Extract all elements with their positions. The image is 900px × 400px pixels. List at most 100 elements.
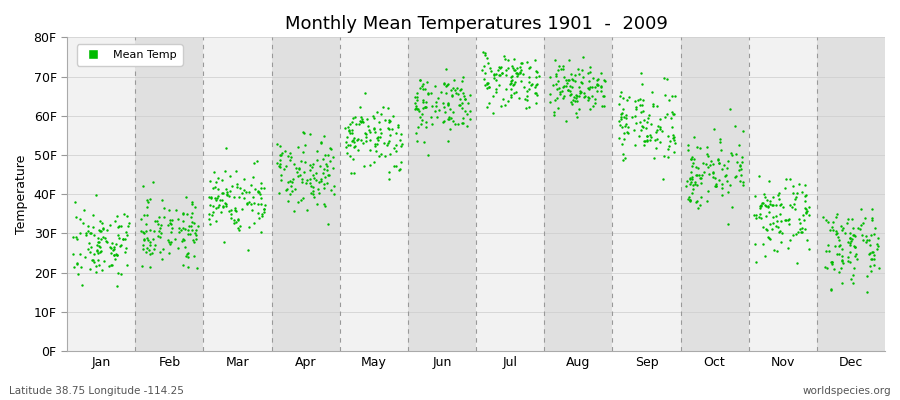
Point [701,188,716,195]
Y-axis label: Temperature: Temperature [15,154,28,234]
Point [418,118,433,125]
Point [89,247,104,254]
Point [629,106,643,112]
Point [636,138,651,144]
Point [492,64,507,70]
Point [349,121,364,127]
Point [316,156,330,162]
Point [119,229,133,235]
Point [681,193,696,200]
Point [219,145,233,151]
Point [634,81,649,88]
Point [626,126,641,133]
Point [389,130,403,136]
Point [832,237,846,244]
Point [706,126,721,132]
Point [104,262,119,268]
Point [760,203,775,210]
Point [747,212,761,218]
Point [454,105,469,112]
Point [245,206,259,213]
Point [786,231,800,238]
Point [523,64,537,70]
Point [304,183,319,189]
Point [100,227,114,233]
Point [147,228,161,234]
Point [153,233,167,240]
Point [86,251,101,257]
Point [640,138,654,144]
Point [495,70,509,76]
Point [660,76,674,82]
Point [382,105,396,112]
Point [698,168,712,175]
Point [645,100,660,107]
Point [448,87,463,93]
Point [464,108,478,114]
Point [575,67,590,73]
Point [346,156,361,162]
Point [640,132,654,139]
Point [235,206,249,212]
Point [416,99,430,106]
Point [254,229,268,236]
Point [826,227,841,233]
Point [143,196,157,202]
Point [529,82,544,88]
Point [187,252,202,259]
Point [663,114,678,121]
Point [142,247,157,253]
Point [117,249,131,256]
Point [446,109,460,115]
Point [359,138,374,144]
Point [93,217,107,224]
Point [382,118,397,124]
Point [86,259,101,265]
Point [782,221,796,228]
Point [685,182,699,188]
Point [618,115,633,121]
Point [666,132,680,138]
Point [342,126,356,133]
Point [734,163,748,169]
Point [681,147,696,153]
Point [612,118,626,124]
Point [320,180,335,186]
Text: worldspecies.org: worldspecies.org [803,386,891,396]
Point [202,202,217,208]
Point [683,198,698,204]
Point [778,216,793,223]
Point [636,124,651,130]
Point [620,96,634,103]
Point [781,245,796,251]
Point [87,232,102,238]
Point [505,63,519,69]
Point [164,221,178,227]
Title: Monthly Mean Temperatures 1901  -  2009: Monthly Mean Temperatures 1901 - 2009 [284,15,668,33]
Point [842,249,857,255]
Point [559,82,573,89]
Point [753,202,768,209]
Point [296,149,310,155]
Point [770,218,784,224]
Point [514,67,528,73]
Point [661,154,675,160]
Point [515,60,529,66]
Point [528,84,543,90]
Point [418,104,433,110]
Point [389,163,403,170]
Point [97,257,112,264]
Point [393,143,408,150]
Point [634,127,648,134]
Point [821,219,835,225]
Point [708,181,723,187]
Point [419,124,434,131]
Point [220,189,234,195]
Point [828,243,842,249]
Point [700,150,715,157]
Point [211,204,225,210]
Point [246,194,260,200]
Point [410,90,424,96]
Point [313,139,328,145]
Point [795,228,809,235]
